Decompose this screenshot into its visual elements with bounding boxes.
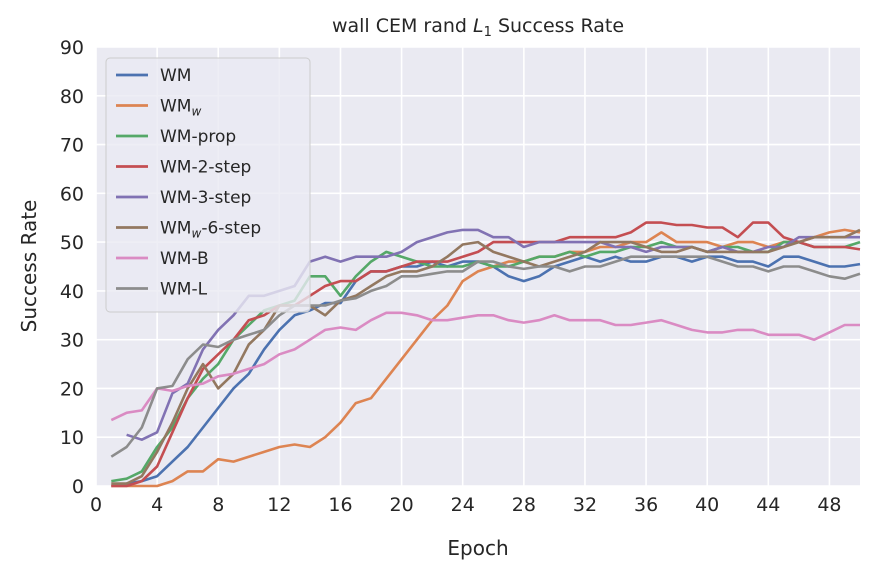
y-tick-label: 90 <box>60 37 84 59</box>
legend-label: WMw-6-step <box>160 219 261 241</box>
legend-label-name: WM-prop <box>160 127 236 147</box>
x-tick-label: 28 <box>512 494 536 516</box>
title-prefix: wall CEM rand <box>332 15 473 37</box>
legend-label: WM-B <box>160 249 209 269</box>
y-tick-label: 40 <box>60 281 84 303</box>
legend-label-name: WM-2-step <box>160 158 251 178</box>
legend-label-suffix: -6-step <box>201 219 261 239</box>
x-tick-label: 4 <box>151 494 163 516</box>
x-tick-label: 32 <box>573 494 597 516</box>
y-tick-label: 0 <box>72 476 84 498</box>
legend-label-name: WM <box>160 97 191 117</box>
legend: WMWMwWM-propWM-2-stepWM-3-stepWMw-6-step… <box>106 58 310 312</box>
x-tick-label: 44 <box>756 494 780 516</box>
x-axis-label: Epoch <box>447 536 508 560</box>
legend-label: WM-prop <box>160 127 236 147</box>
legend-label: WM-2-step <box>160 158 251 178</box>
legend-label-name: WM-3-step <box>160 188 251 208</box>
y-tick-label: 60 <box>60 183 84 205</box>
legend-label-sub: w <box>191 227 201 241</box>
y-tick-label: 30 <box>60 330 84 352</box>
x-tick-label: 12 <box>267 494 291 516</box>
title-suffix: Success Rate <box>492 15 624 37</box>
y-tick-label: 50 <box>60 232 84 254</box>
legend-label-name: WM <box>160 66 191 86</box>
x-tick-label: 48 <box>817 494 841 516</box>
legend-label-name: WM-B <box>160 249 209 269</box>
y-tick-label: 80 <box>60 86 84 108</box>
legend-label-name: WM <box>160 219 191 239</box>
title-math-sub: 1 <box>484 25 492 40</box>
x-tick-label: 8 <box>212 494 224 516</box>
y-axis-label: Success Rate <box>17 200 41 333</box>
y-tick-labels: 0 10 20 30 40 50 60 70 80 90 <box>60 37 84 498</box>
legend-label: WM-3-step <box>160 188 251 208</box>
legend-box <box>106 58 310 312</box>
chart-title: wall CEM rand L1 Success Rate <box>332 15 624 40</box>
x-tick-label: 16 <box>328 494 352 516</box>
legend-label: WM <box>160 66 191 86</box>
y-tick-label: 10 <box>60 427 84 449</box>
x-tick-label: 36 <box>634 494 658 516</box>
title-math: L <box>473 15 484 37</box>
x-tick-label: 20 <box>390 494 414 516</box>
y-tick-label: 20 <box>60 378 84 400</box>
legend-label: WM-L <box>160 280 208 300</box>
y-tick-label: 70 <box>60 135 84 157</box>
legend-label-sub: w <box>191 105 201 119</box>
legend-label-name: WM-L <box>160 280 208 300</box>
x-tick-label: 40 <box>695 494 719 516</box>
x-tick-label: 0 <box>90 494 102 516</box>
x-tick-label: 24 <box>451 494 475 516</box>
